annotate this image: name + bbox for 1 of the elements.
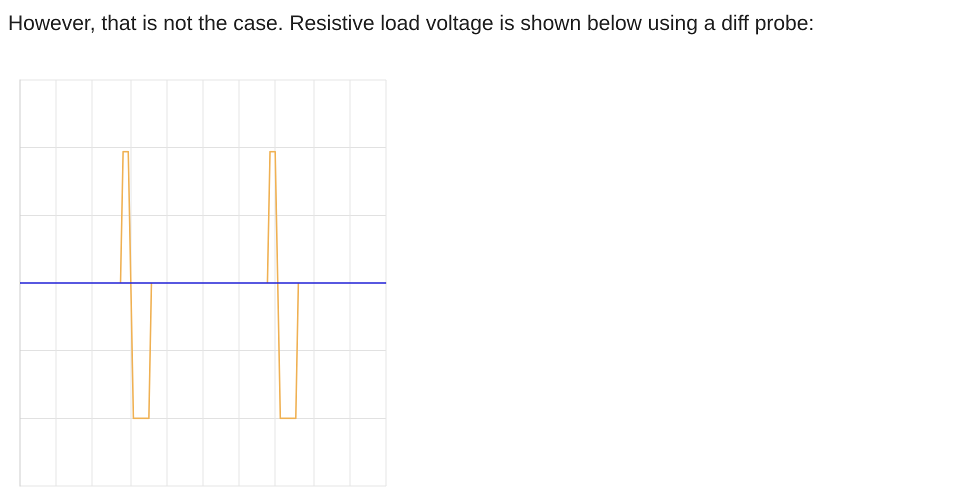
chart-title: However, that is not the case. Resistive load voltage is shown below using a diff probe: xyxy=(8,12,814,36)
